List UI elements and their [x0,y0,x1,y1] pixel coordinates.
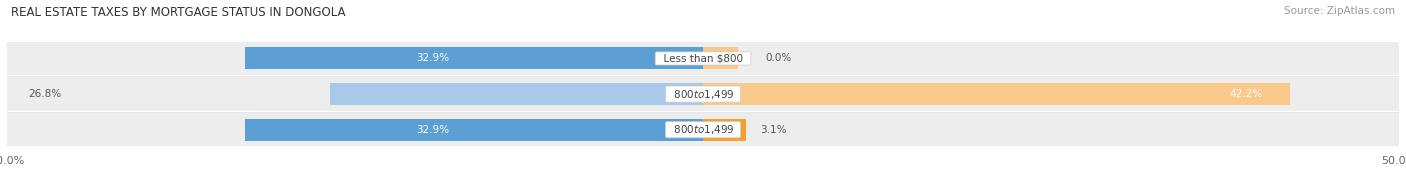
Text: $800 to $1,499: $800 to $1,499 [666,123,740,136]
Bar [703,119,747,141]
Bar [245,119,703,141]
Text: 32.9%: 32.9% [416,54,449,64]
Bar [703,83,1291,105]
Text: REAL ESTATE TAXES BY MORTGAGE STATUS IN DONGOLA: REAL ESTATE TAXES BY MORTGAGE STATUS IN … [11,6,346,19]
Bar [245,47,703,70]
Bar [7,42,1399,75]
Bar [330,83,703,105]
Text: Source: ZipAtlas.com: Source: ZipAtlas.com [1284,6,1395,16]
Text: 32.9%: 32.9% [416,125,449,135]
Text: Less than $800: Less than $800 [657,54,749,64]
Bar [7,77,1399,111]
Legend: Without Mortgage, With Mortgage: Without Mortgage, With Mortgage [595,194,811,196]
Bar [703,47,738,70]
Text: $800 to $1,499: $800 to $1,499 [666,88,740,101]
Text: 0.0%: 0.0% [766,54,792,64]
Text: 42.2%: 42.2% [1229,89,1263,99]
Bar [7,113,1399,146]
Text: 26.8%: 26.8% [28,89,60,99]
Text: 3.1%: 3.1% [761,125,786,135]
